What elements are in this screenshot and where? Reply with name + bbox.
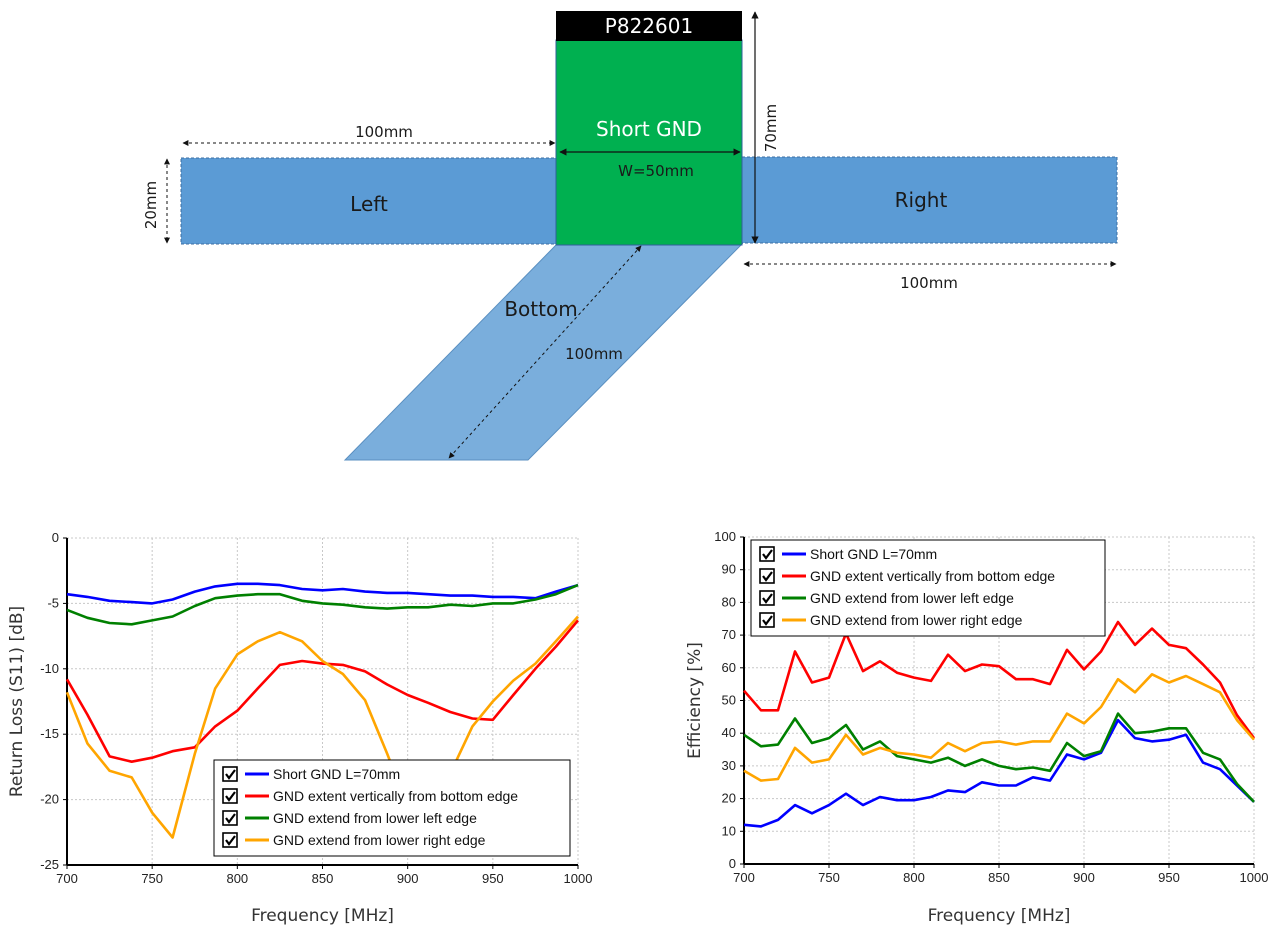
y-tick-label: 70 <box>722 627 736 642</box>
legend-label: GND extent vertically from bottom edge <box>273 788 518 804</box>
bottom-strip-label: Bottom <box>504 297 577 321</box>
x-tick-label: 700 <box>733 870 755 885</box>
legend-checkbox <box>222 832 238 848</box>
series-line-1 <box>66 582 579 605</box>
y-tick-label: 10 <box>722 823 736 838</box>
x-axis-title: Frequency [MHz] <box>251 906 394 926</box>
legend-checkbox <box>222 788 238 804</box>
checkmark-icon <box>762 615 773 626</box>
legend-label: GND extend from lower left edge <box>810 590 1014 606</box>
y-tick-label: 40 <box>722 725 736 740</box>
x-axis-title: Frequency [MHz] <box>928 906 1071 926</box>
x-tick-label: 1000 <box>564 871 593 886</box>
checkmark-icon <box>762 549 773 560</box>
part-number-header <box>556 11 742 41</box>
series-line-2 <box>743 620 1256 739</box>
right-strip <box>741 156 1118 244</box>
y-tick-label: -10 <box>40 661 59 676</box>
left-strip-label: Left <box>350 192 388 216</box>
checkmark-icon <box>225 835 236 846</box>
legend-label: GND extent vertically from bottom edge <box>810 568 1055 584</box>
legend-label: GND extend from lower left edge <box>273 810 477 826</box>
right-strip-label: Right <box>895 188 948 212</box>
x-tick-label: 750 <box>818 870 840 885</box>
x-tick-label: 1000 <box>1240 870 1269 885</box>
series-line-4 <box>65 615 579 847</box>
y-tick-label: 50 <box>722 693 736 708</box>
y-tick-label: -20 <box>40 792 59 807</box>
y-tick-label: 90 <box>722 562 736 577</box>
left-strip <box>180 157 558 245</box>
series-line-3 <box>66 583 579 626</box>
legend-box <box>213 759 571 857</box>
bottom-length-label: 100mm <box>565 345 623 363</box>
ground-plane-diagram: P822601 Short GND W=50mm 70mm 100mm 20mm… <box>142 11 1118 461</box>
legend-box <box>750 539 1106 637</box>
legend-label: GND extend from lower right edge <box>273 832 486 848</box>
series-line-3 <box>743 712 1255 803</box>
short-gnd-block <box>555 39 743 246</box>
y-tick-label: -15 <box>40 726 59 741</box>
y-tick-label: 30 <box>722 758 736 773</box>
part-number-label: P822601 <box>605 14 693 38</box>
y-tick-label: 80 <box>722 594 736 609</box>
checkmark-icon <box>225 791 236 802</box>
y-tick-label: 60 <box>722 660 736 675</box>
legend-checkbox <box>759 590 775 606</box>
series-line-4 <box>743 672 1255 782</box>
x-tick-label: 850 <box>988 870 1010 885</box>
return-loss-chart: 700 750 800 850 900 950 1000 0 -5 -10 -15 -20 -25 Fre… <box>7 530 592 926</box>
y-tick-label: 20 <box>722 791 736 806</box>
x-tick-label: 750 <box>141 871 163 886</box>
x-tick-label: 950 <box>1158 870 1180 885</box>
y-tick-label: 0 <box>729 856 736 871</box>
series-line-1 <box>743 718 1255 828</box>
series-line-2 <box>65 619 579 764</box>
checkmark-icon <box>225 769 236 780</box>
y-tick-label: 0 <box>52 530 59 545</box>
width-dimension-label: W=50mm <box>618 162 694 180</box>
strip-width-label: 20mm <box>142 181 160 229</box>
x-tick-label: 800 <box>226 871 248 886</box>
y-axis-title: Efficiency [%] <box>685 642 705 759</box>
legend-checkbox <box>759 612 775 628</box>
legend-label: GND extend from lower right edge <box>810 612 1023 628</box>
left-length-label: 100mm <box>355 123 413 141</box>
y-tick-label: 100 <box>714 529 736 544</box>
y-axis-title: Return Loss (S11) [dB] <box>7 606 27 797</box>
x-tick-label: 800 <box>903 870 925 885</box>
checkmark-icon <box>762 593 773 604</box>
bottom-strip <box>343 243 744 461</box>
efficiency-chart: 700 750 800 850 900 950 1000100908070605040302… <box>685 529 1268 926</box>
y-tick-label: -5 <box>47 595 59 610</box>
x-tick-label: 700 <box>56 871 78 886</box>
checkmark-icon <box>762 571 773 582</box>
right-length-label: 100mm <box>900 274 958 292</box>
legend-label: Short GND L=70mm <box>810 546 937 562</box>
y-tick-label: -25 <box>40 857 59 872</box>
short-gnd-label: Short GND <box>596 117 702 141</box>
legend-checkbox <box>222 766 238 782</box>
height-dimension-label: 70mm <box>762 104 780 152</box>
x-tick-label: 850 <box>312 871 334 886</box>
legend-checkbox <box>759 568 775 584</box>
x-tick-label: 900 <box>397 871 419 886</box>
x-tick-label: 950 <box>482 871 504 886</box>
legend-checkbox <box>222 810 238 826</box>
checkmark-icon <box>225 813 236 824</box>
legend-label: Short GND L=70mm <box>273 766 400 782</box>
x-tick-label: 900 <box>1073 870 1095 885</box>
legend-checkbox <box>759 546 775 562</box>
